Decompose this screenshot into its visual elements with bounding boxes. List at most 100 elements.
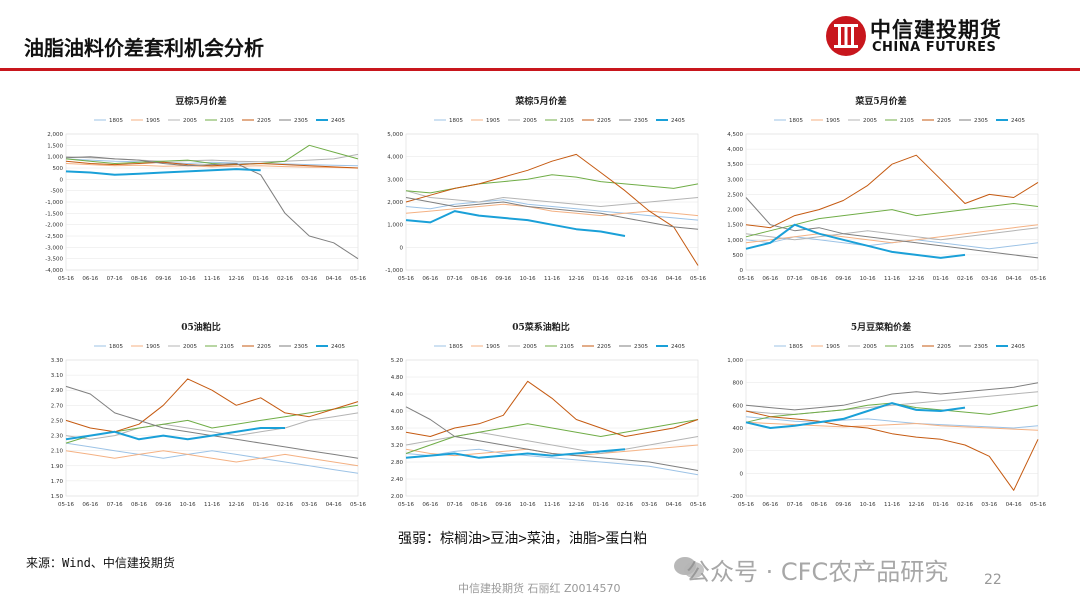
series-line-1905 bbox=[65, 163, 359, 169]
y-tick-label: -4,000 bbox=[45, 268, 63, 274]
y-tick-label: 3.30 bbox=[51, 358, 64, 364]
x-tick-label: 12-16 bbox=[908, 276, 924, 282]
x-tick-label: 07-16 bbox=[107, 502, 123, 508]
x-tick-label: 06-16 bbox=[422, 502, 438, 508]
legend-label: 1905 bbox=[146, 118, 160, 124]
legend-label: 2005 bbox=[523, 118, 537, 124]
x-tick-label: 05-16 bbox=[350, 276, 366, 282]
y-tick-label: 800 bbox=[733, 381, 744, 387]
legend-label: 2305 bbox=[634, 118, 648, 124]
y-tick-label: 2.70 bbox=[51, 403, 64, 409]
chart-title: 豆棕5月价差 bbox=[175, 95, 226, 107]
y-tick-label: -1,000 bbox=[45, 200, 63, 206]
legend-label: 2205 bbox=[597, 344, 611, 350]
series-line-2205 bbox=[405, 380, 699, 437]
y-tick-label: 3,000 bbox=[727, 177, 743, 183]
legend-label: 2105 bbox=[900, 118, 914, 124]
x-tick-label: 08-16 bbox=[471, 276, 487, 282]
y-tick-label: 0 bbox=[740, 268, 744, 274]
series-line-2405 bbox=[745, 223, 966, 259]
y-tick-label: 1,000 bbox=[387, 223, 403, 229]
legend-label: 2005 bbox=[863, 344, 877, 350]
chart-rapeseed-palm-spread: 菜棕5月价差 1805 1905 2005 2105 2205 2305 2405 5,000 4… bbox=[376, 92, 706, 287]
legend-label: 2305 bbox=[294, 118, 308, 124]
x-tick-label: 02-16 bbox=[617, 276, 633, 282]
series-line-1905 bbox=[745, 224, 1039, 244]
y-tick-label: 4.40 bbox=[391, 392, 404, 398]
x-tick-label: 04-16 bbox=[326, 502, 342, 508]
series-line-1805 bbox=[65, 158, 359, 167]
y-tick-label: 3,000 bbox=[387, 177, 403, 183]
x-tick-label: 03-16 bbox=[641, 502, 657, 508]
footer-author: 中信建投期货 石丽红 Z0014570 bbox=[458, 582, 621, 595]
series-line-1905 bbox=[65, 450, 359, 467]
x-tick-label: 07-16 bbox=[787, 502, 803, 508]
x-tick-label: 12-16 bbox=[568, 502, 584, 508]
series-line-2005 bbox=[65, 412, 359, 440]
y-tick-label: -2,500 bbox=[45, 234, 63, 240]
x-tick-label: 05-16 bbox=[690, 276, 706, 282]
legend-label: 2205 bbox=[937, 118, 951, 124]
x-tick-label: 05-16 bbox=[1030, 276, 1046, 282]
legend-label: 2305 bbox=[974, 344, 988, 350]
y-tick-label: -1,000 bbox=[385, 268, 403, 274]
series-line-1805 bbox=[405, 199, 699, 221]
y-tick-label: 3.20 bbox=[391, 443, 404, 449]
y-tick-label: -2,000 bbox=[45, 223, 63, 229]
legend-label: 2105 bbox=[560, 118, 574, 124]
x-tick-label: 10-16 bbox=[180, 276, 196, 282]
x-tick-label: 04-16 bbox=[1006, 276, 1022, 282]
x-tick-label: 08-16 bbox=[131, 502, 147, 508]
y-tick-label: 2,500 bbox=[727, 192, 743, 198]
y-tick-label: 2.50 bbox=[51, 418, 64, 424]
chart-soymeal-rapemeal-spread: 5月豆菜粕价差 1805 1905 2005 2105 2205 2305 2405 1,000… bbox=[716, 318, 1046, 513]
y-tick-label: 2,000 bbox=[727, 208, 743, 214]
series-line-2205 bbox=[745, 410, 1039, 491]
legend-label: 2005 bbox=[863, 118, 877, 124]
series-line-1805 bbox=[405, 448, 699, 476]
x-tick-label: 11-16 bbox=[544, 276, 560, 282]
x-tick-label: 05-16 bbox=[398, 502, 414, 508]
x-tick-label: 05-16 bbox=[738, 276, 754, 282]
legend-label: 1805 bbox=[449, 344, 463, 350]
x-tick-label: 02-16 bbox=[277, 276, 293, 282]
y-tick-label: -500 bbox=[51, 189, 64, 195]
x-tick-label: 06-16 bbox=[82, 502, 98, 508]
x-tick-label: 09-16 bbox=[835, 276, 851, 282]
series-line-2405 bbox=[405, 210, 626, 237]
series-line-2405 bbox=[65, 427, 285, 441]
x-tick-label: 01-16 bbox=[253, 276, 269, 282]
y-tick-label: 600 bbox=[733, 403, 744, 409]
x-tick-label: 06-16 bbox=[422, 276, 438, 282]
conclusion-text: 强弱：棕榈油>豆油>菜油，油脂>蛋白粕 bbox=[398, 531, 648, 547]
y-tick-label: 4,000 bbox=[387, 155, 403, 161]
x-tick-label: 05-16 bbox=[58, 276, 74, 282]
y-tick-label: 1,000 bbox=[727, 358, 743, 364]
series-line-2005 bbox=[405, 190, 699, 207]
legend-label: 2005 bbox=[183, 344, 197, 350]
chart-soy-palm-spread: 豆棕5月价差 1805 1905 2005 2105 2205 2305 2405 2,000 1… bbox=[36, 92, 366, 287]
legend-label: 1805 bbox=[789, 344, 803, 350]
legend-label: 1905 bbox=[826, 118, 840, 124]
y-tick-label: 4,500 bbox=[727, 132, 743, 138]
y-tick-label: 500 bbox=[53, 166, 64, 172]
series-line-2205 bbox=[65, 160, 359, 169]
y-tick-label: 2.40 bbox=[391, 477, 404, 483]
y-tick-label: 2.10 bbox=[51, 449, 64, 455]
legend-label: 1905 bbox=[486, 344, 500, 350]
x-tick-label: 04-16 bbox=[666, 276, 682, 282]
x-tick-label: 10-16 bbox=[180, 502, 196, 508]
x-tick-label: 11-16 bbox=[884, 502, 900, 508]
x-tick-label: 04-16 bbox=[326, 276, 342, 282]
x-tick-label: 02-16 bbox=[957, 502, 973, 508]
x-tick-label: 02-16 bbox=[617, 502, 633, 508]
legend-label: 2405 bbox=[1011, 118, 1025, 124]
y-tick-label: 4.80 bbox=[391, 375, 404, 381]
x-tick-label: 12-16 bbox=[228, 276, 244, 282]
chart-oil-meal-ratio: 05油粕比 1805 1905 2005 2105 2205 2305 2405 3.30 3.1… bbox=[36, 318, 366, 513]
legend-label: 1805 bbox=[449, 118, 463, 124]
company-logo bbox=[826, 16, 866, 56]
x-tick-label: 09-16 bbox=[835, 502, 851, 508]
series-line-1805 bbox=[65, 442, 359, 474]
legend-label: 2405 bbox=[1011, 344, 1025, 350]
